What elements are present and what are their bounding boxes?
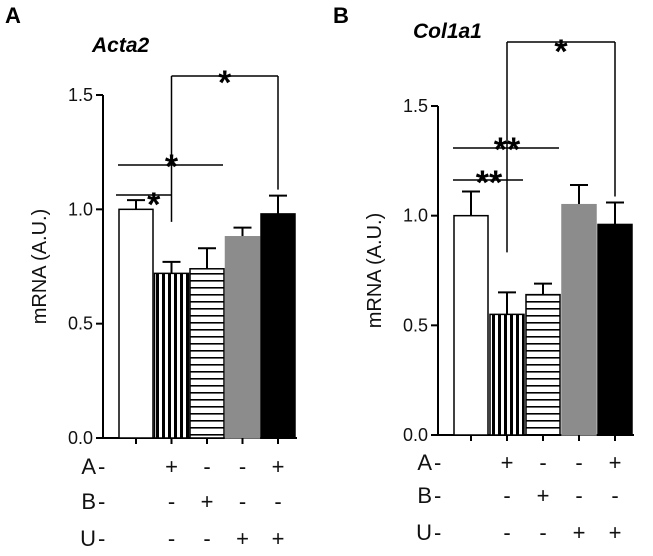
condition-dash: -: [98, 454, 105, 479]
condition-sign: +: [201, 489, 214, 514]
bar: [489, 313, 525, 436]
y-axis-label: mRNA (A.U.): [29, 209, 51, 325]
condition-label: A: [417, 450, 432, 475]
condition-label: U: [416, 520, 432, 545]
condition-sign: -: [203, 526, 210, 551]
y-tick-label: 1.0: [403, 206, 428, 226]
panel-letter: A: [5, 3, 21, 28]
condition-sign: -: [168, 526, 175, 551]
significance-star: *: [147, 186, 161, 224]
bar: [189, 268, 225, 439]
condition-sign: -: [503, 520, 510, 545]
condition-sign: -: [239, 454, 246, 479]
chart-title: Acta2: [91, 34, 150, 57]
condition-sign: -: [274, 489, 281, 514]
condition-sign: +: [501, 450, 514, 475]
significance-star: *: [554, 33, 568, 71]
significance-star: *: [218, 64, 232, 102]
y-tick-label: 0.5: [403, 315, 428, 335]
condition-sign: +: [272, 454, 285, 479]
condition-sign: -: [503, 483, 510, 508]
bar: [453, 214, 489, 436]
condition-label: B: [81, 489, 96, 514]
y-tick-label: 1.0: [68, 199, 93, 219]
condition-sign: -: [611, 483, 618, 508]
chart-title: Col1a1: [413, 20, 482, 43]
bar: [118, 208, 154, 439]
y-tick-label: 1.5: [403, 96, 428, 116]
y-tick-label: 1.5: [68, 85, 93, 105]
condition-sign: +: [272, 526, 285, 551]
panel-letter: B: [333, 3, 349, 28]
bar: [525, 293, 561, 436]
y-tick-label: 0.0: [403, 425, 428, 445]
condition-dash: -: [434, 520, 441, 545]
condition-sign: -: [168, 489, 175, 514]
condition-sign: -: [575, 483, 582, 508]
significance-star: **: [476, 164, 503, 202]
condition-label: B: [417, 483, 432, 508]
condition-label: U: [80, 526, 96, 551]
bar: [153, 272, 190, 439]
condition-sign: +: [537, 483, 550, 508]
y-axis-label: mRNA (A.U.): [364, 213, 386, 329]
condition-sign: +: [165, 454, 178, 479]
condition-dash: -: [98, 526, 105, 551]
condition-sign: -: [575, 450, 582, 475]
condition-sign: +: [609, 520, 622, 545]
y-tick-label: 0.5: [68, 314, 93, 334]
bar: [224, 236, 261, 439]
condition-sign: +: [236, 526, 249, 551]
condition-label: A: [81, 454, 96, 479]
y-tick-label: 0.0: [68, 428, 93, 448]
bar: [597, 223, 633, 436]
condition-sign: +: [573, 520, 586, 545]
condition-sign: -: [539, 520, 546, 545]
condition-sign: -: [539, 450, 546, 475]
condition-dash: -: [98, 489, 105, 514]
condition-dash: -: [434, 450, 441, 475]
condition-dash: -: [434, 483, 441, 508]
condition-sign: -: [239, 489, 246, 514]
bar: [561, 203, 597, 436]
condition-sign: +: [609, 450, 622, 475]
condition-sign: -: [203, 454, 210, 479]
bar: [260, 213, 296, 439]
